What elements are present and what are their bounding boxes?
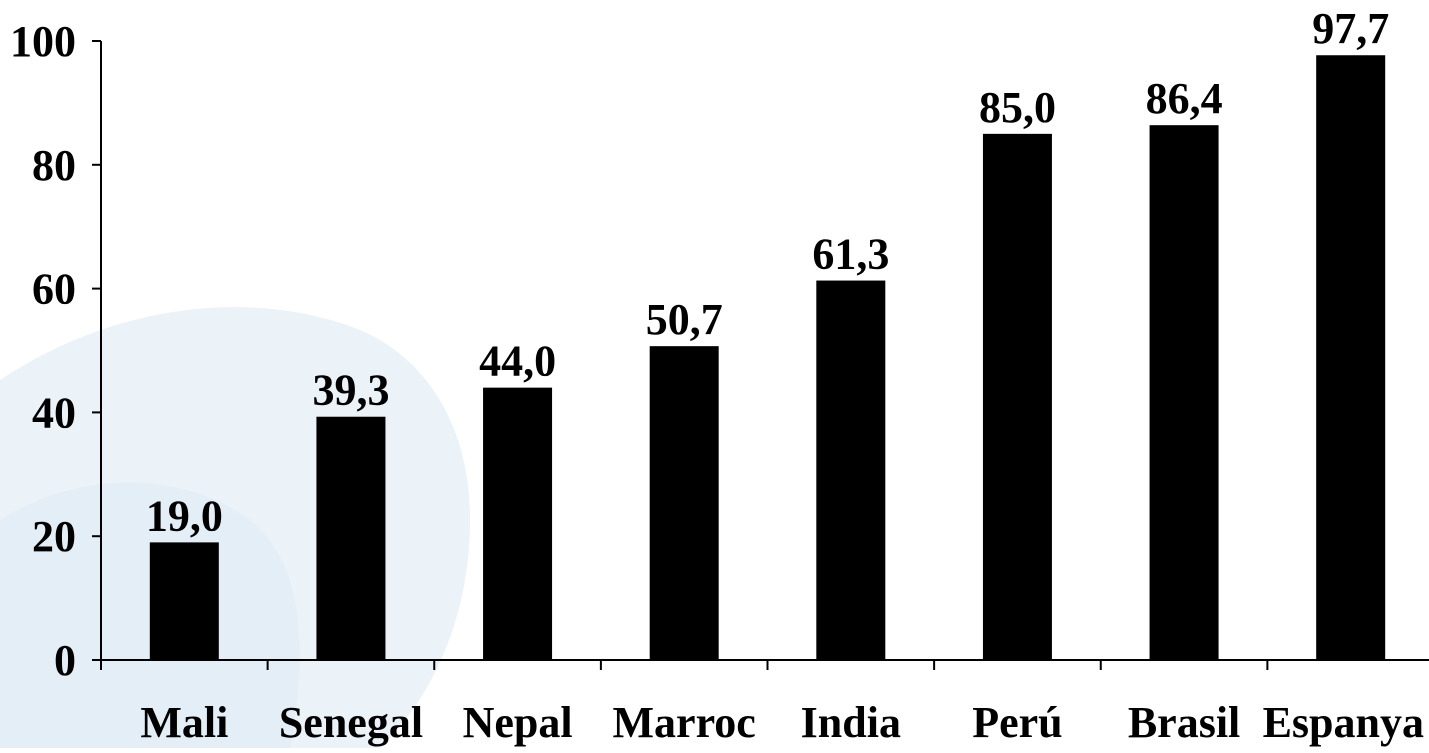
category-label-brasil: Brasil xyxy=(1128,698,1240,747)
category-label-espanya: Espanya xyxy=(1263,698,1424,747)
data-label-india: 61,3 xyxy=(812,230,889,279)
category-labels: Mali Senegal Nepal Marroc India Perú Brasil Esp… xyxy=(140,698,1424,747)
y-tick-label: 80 xyxy=(32,141,76,190)
y-tick-label: 20 xyxy=(32,512,76,561)
y-tick-label: 100 xyxy=(10,17,76,66)
y-axis-ticks: 0 20 40 60 80 100 xyxy=(10,17,101,685)
category-label-india: India xyxy=(801,698,901,747)
bar-marroc xyxy=(649,346,719,660)
y-tick-label: 0 xyxy=(54,636,76,685)
y-tick-label: 40 xyxy=(32,388,76,437)
category-label-perú: Perú xyxy=(972,698,1062,747)
category-label-mali: Mali xyxy=(140,698,228,747)
bar-mali xyxy=(149,542,219,660)
data-label-nepal: 44,0 xyxy=(479,337,556,386)
bar-perú xyxy=(982,133,1052,661)
bar-senegal xyxy=(316,416,386,660)
data-label-brasil: 86,4 xyxy=(1146,74,1223,123)
x-axis-ticks xyxy=(100,660,1269,670)
y-tick-label: 60 xyxy=(32,265,76,314)
data-labels: 19,0 39,3 44,0 50,7 61,3 85,0 86,4 97,7 xyxy=(146,4,1389,540)
data-label-espanya: 97,7 xyxy=(1312,4,1389,53)
bar-nepal xyxy=(483,387,553,660)
data-label-mali: 19,0 xyxy=(146,491,223,540)
data-label-perú: 85,0 xyxy=(979,83,1056,132)
category-label-senegal: Senegal xyxy=(279,698,423,747)
bar-india xyxy=(816,280,886,660)
data-label-marroc: 50,7 xyxy=(646,295,723,344)
bar-espanya xyxy=(1316,55,1386,660)
data-label-senegal: 39,3 xyxy=(312,366,389,415)
category-label-nepal: Nepal xyxy=(463,698,573,747)
bars xyxy=(149,55,1386,661)
category-label-marroc: Marroc xyxy=(613,698,756,747)
bar-brasil xyxy=(1149,125,1219,660)
